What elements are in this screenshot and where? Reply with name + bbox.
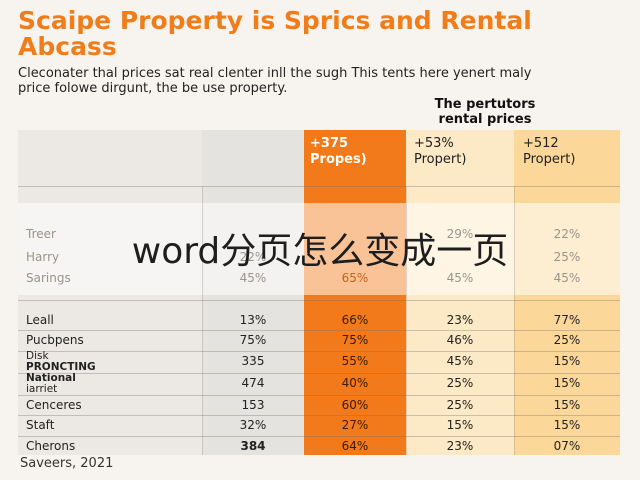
rental-prices-group-header: The pertutors rental prices [405,97,565,127]
row-divider [18,395,620,396]
cell-property2: 15% [553,398,581,412]
cell-property1: 15% [446,418,474,432]
column-header-orange-line1: +375 [310,136,349,151]
row-label: Leall [26,313,54,327]
cell-count: 384 [240,439,266,453]
title-line-1: Scaipe Property is Sprics and Rental [18,6,532,35]
table-row: Leall 13% 66% 23% 77% [18,310,620,331]
column-header-property2-line1: +512 [523,136,559,151]
column-header-orange-line2: Propes) [310,152,367,167]
cell-property1: 46% [446,333,474,347]
row-divider [18,351,620,352]
cell-property1: 23% [446,439,474,453]
cell-count: 335 [241,354,265,368]
cell-property2: 15% [553,354,581,368]
group-header-line-1: The pertutors [434,97,536,112]
table-row: Sarings 45% 65% 45% 45% [18,268,620,289]
cell-orange: 66% [341,313,369,327]
cell-orange: 27% [341,418,369,432]
row-label: Staft [26,418,55,432]
row-label: Cenceres [26,398,82,412]
cell-property1: 25% [446,398,474,412]
watermark-text: word分页怎么变成一页 [131,231,509,272]
column-header-property1-line2: Propert) [414,152,467,167]
row-label: Cherons [26,439,76,453]
row-divider [18,373,620,374]
row-label: Disk PRONCTING [26,350,198,373]
subtitle-line-2: price folowe dirgunt, the be use propert… [18,81,288,96]
title-line-2: Abcass [18,32,117,61]
cell-property2: 77% [553,313,581,327]
table-row: Cenceres 153 60% 25% 15% [18,395,620,416]
cell-count: 22% [239,250,267,264]
cell-orange: 55% [341,354,369,368]
table-row: National iarriet 474 40% 25% 15% [18,372,620,395]
cell-count: 45% [239,271,267,285]
column-divider [202,186,203,455]
table-row: Disk PRONCTING 335 55% 45% 15% [18,350,620,373]
cell-property1: 45% [446,271,474,285]
watermark-band [18,203,620,295]
property-table: +375 Propes) +53% Propert) +512 Propert)… [18,130,620,455]
cell-property1: 25% [446,376,474,390]
cell-orange: 64% [341,439,369,453]
column-header-property1: +53% Propert) [414,136,466,168]
cell-property2: 15% [553,418,581,432]
cell-property2: 45% [553,271,581,285]
cell-property2: 07% [553,439,581,453]
group-header-line-2: rental prices [438,112,532,127]
row-label-line1: Disk [26,350,49,362]
row-divider [18,330,620,331]
column-divider [514,186,515,455]
cell-orange: 60% [341,398,369,412]
cell-count: 75% [239,333,267,347]
cell-count: 474 [241,376,265,390]
row-label: Sarings [26,271,71,285]
column-header-property2-line2: Propert) [523,152,576,167]
row-divider [18,300,620,301]
row-divider [18,415,620,416]
column-header-property1-line1: +53% [414,136,454,151]
subtitle: Cleconater thal prices sat real clenter … [18,66,628,96]
source-note: Saveers, 2021 [20,456,114,471]
cell-orange: 65% [341,271,369,285]
row-label: Harry [26,250,60,264]
column-header-property2: +512 Propert) [523,136,575,168]
page-title: Scaipe Property is Sprics and Rental Abc… [18,8,628,60]
cell-count: 153 [241,398,265,412]
cell-property2: 25% [553,250,581,264]
row-label: Pucbpens [26,333,84,347]
column-header-orange: +375 Propes) [310,136,367,168]
table-row: Pucbpens 75% 75% 46% 25% [18,330,620,351]
cell-property1: 23% [446,313,474,327]
cell-property1: 45% [446,354,474,368]
cell-count: 32% [239,418,267,432]
cell-count: 13% [239,313,267,327]
row-divider [18,186,620,187]
row-divider [18,436,620,437]
column-divider [406,186,407,455]
cell-property2: 22% [553,227,581,241]
subtitle-line-1: Cleconater thal prices sat real clenter … [18,66,532,81]
cell-property1: 29% [446,227,474,241]
table-row: Harry 22% 25% [18,247,620,268]
cell-property2: 15% [553,376,581,390]
row-label: Treer [26,227,56,241]
row-label-line1: National [26,372,76,384]
row-label: National iarriet [26,372,198,395]
cell-orange: 40% [341,376,369,390]
cell-orange: 75% [341,333,369,347]
row-label-line2: iarriet [26,383,58,395]
table-row: Treer 29% 22% [18,224,620,245]
cell-property2: 25% [553,333,581,347]
table-row: Staft 32% 27% 15% 15% [18,415,620,436]
row-label-line2: PRONCTING [26,361,96,373]
table-row: Cherons 384 64% 23% 07% [18,436,620,457]
